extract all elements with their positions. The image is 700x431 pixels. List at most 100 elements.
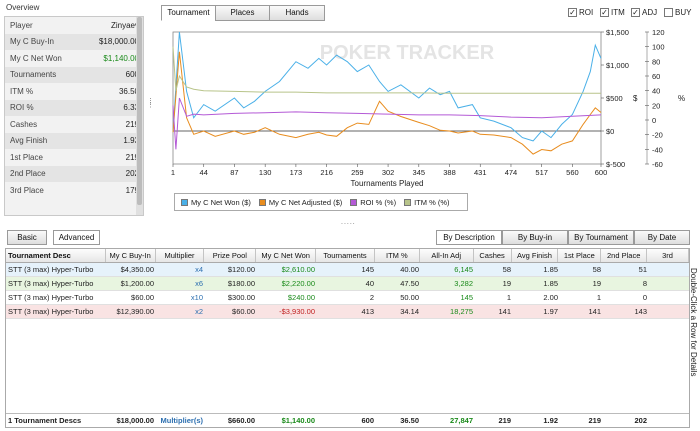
overview-row: Player Zinyaev xyxy=(5,17,143,34)
tab-by-buy-in[interactable]: By Buy-in xyxy=(502,230,568,245)
overview-row-label: ROI % xyxy=(10,103,34,113)
table-cell: 1 xyxy=(596,293,601,302)
table-row[interactable]: STT (3 max) Hyper-Turbo $1,200.00 x6 $180.0… xyxy=(6,277,689,291)
tab-by-description[interactable]: By Description xyxy=(436,230,502,245)
y-right-axis-label: % xyxy=(678,94,685,103)
legend-item: My C Net Adjusted ($) xyxy=(258,198,342,207)
itm-checkbox[interactable]: ✓ ITM xyxy=(600,8,625,17)
overview-row: 2nd Place 202 xyxy=(5,165,143,182)
table-row[interactable]: STT (3 max) Hyper-Turbo $12,390.00 x2 $60.0… xyxy=(6,305,689,319)
y-right-tick-label: -60 xyxy=(652,160,663,169)
table-row[interactable]: STT (3 max) Hyper-Turbo $60.00 x10 $300.00 $… xyxy=(6,291,689,305)
x-tick-label: 44 xyxy=(200,168,208,177)
row-details-hint-text: Double-Click a Row for Details xyxy=(689,268,698,377)
x-tick-label: 173 xyxy=(290,168,303,177)
net-won-line xyxy=(172,31,602,142)
legend-label: My C Net Won ($) xyxy=(191,197,251,207)
tab-basic[interactable]: Basic xyxy=(7,230,47,245)
table-cell: STT (3 max) Hyper-Turbo xyxy=(8,265,94,274)
legend-swatch xyxy=(258,198,266,206)
table-cell: $1,200.00 xyxy=(120,279,154,288)
y-right-tick-label: 80 xyxy=(652,57,660,66)
tab-advanced[interactable]: Advanced xyxy=(53,230,100,245)
table-cell: $300.00 xyxy=(227,293,255,302)
overview-row-value: 219 xyxy=(125,119,139,129)
tab-places[interactable]: Places xyxy=(215,5,270,21)
table-cell: 2.00 xyxy=(543,293,558,302)
legend-label: ITM % (%) xyxy=(414,197,450,207)
table-cell: 40.00 xyxy=(400,265,419,274)
table-cell: 1.85 xyxy=(543,279,558,288)
chart-watermark: POKER TRACKER xyxy=(320,42,495,64)
adj-check-box[interactable]: ✓ xyxy=(631,8,640,17)
table-cell: 143 xyxy=(634,307,647,316)
column-header[interactable]: 2nd Place xyxy=(601,249,648,262)
footer-cell: 202 xyxy=(634,416,647,425)
table-cell: 19 xyxy=(592,279,601,288)
legend-item: ROI % (%) xyxy=(350,198,396,207)
column-header[interactable]: Avg Finish xyxy=(512,249,559,262)
overview-row-label: My C Buy-In xyxy=(10,37,55,47)
footer-cell: $660.00 xyxy=(227,416,255,425)
tab-by-tournament[interactable]: By Tournament xyxy=(568,230,634,245)
plot-area xyxy=(172,31,602,165)
y-left-tick-label: $-500 xyxy=(606,160,625,169)
horizontal-splitter-handle[interactable]: ..... xyxy=(341,219,356,226)
itm-check-box[interactable]: ✓ xyxy=(600,8,609,17)
table-cell: 19 xyxy=(502,279,511,288)
adj-checkbox[interactable]: ✓ ADJ xyxy=(631,8,657,17)
tab-by-date[interactable]: By Date xyxy=(634,230,690,245)
table-cell: 8 xyxy=(642,279,647,288)
column-header[interactable]: 1st Place xyxy=(558,249,602,262)
column-header[interactable]: Cashes xyxy=(474,249,512,262)
column-header[interactable]: Prize Pool xyxy=(204,249,257,262)
column-header[interactable]: Multiplier xyxy=(156,249,205,262)
column-header[interactable]: All-In Adj xyxy=(420,249,474,262)
column-header[interactable]: My C Net Won xyxy=(256,249,317,262)
overview-scrollbar-thumb[interactable] xyxy=(137,17,142,205)
table-cell: 18,275 xyxy=(450,307,473,316)
table-cell: 145 xyxy=(361,265,374,274)
footer-cell: 219 xyxy=(498,416,511,425)
legend-swatch xyxy=(350,198,358,206)
table-cell: 50.00 xyxy=(400,293,419,302)
table-cell: $12,390.00 xyxy=(116,307,154,316)
overview-row: Tournaments 600 xyxy=(5,66,143,83)
table-header-row: Tournament Desc My C Buy-In Multiplier Priz… xyxy=(6,249,689,263)
table-cell: 34.14 xyxy=(400,307,419,316)
roi-check-box[interactable]: ✓ xyxy=(568,8,577,17)
y-right-tick-label: 20 xyxy=(652,101,660,110)
table-cell: 47.50 xyxy=(400,279,419,288)
column-header[interactable]: Tournament Desc xyxy=(6,249,106,262)
column-header[interactable]: ITM % xyxy=(375,249,420,262)
overview-row: My C Buy-In $18,000.00 xyxy=(5,33,143,50)
overview-row: Cashes 219 xyxy=(5,116,143,133)
table-cell: 1 xyxy=(506,293,511,302)
table-row[interactable]: STT (3 max) Hyper-Turbo $4,350.00 x4 $120.0… xyxy=(6,263,689,277)
buy-check-box[interactable] xyxy=(664,8,673,17)
tournament-table: Tournament Desc My C Buy-In Multiplier Priz… xyxy=(5,248,690,428)
table-cell: 1.97 xyxy=(543,307,558,316)
column-header[interactable]: Tournaments xyxy=(316,249,375,262)
x-tick-label: 600 xyxy=(595,168,608,177)
table-footer-row: 1 Tournament Descs $18,000.00 Multiplier(s… xyxy=(6,413,689,427)
column-header[interactable]: My C Buy-In xyxy=(106,249,156,262)
table-cell: 1.85 xyxy=(543,265,558,274)
tab-hands[interactable]: Hands xyxy=(269,5,325,21)
vertical-splitter-handle[interactable]: ⋮ ⋮ xyxy=(147,98,154,109)
table-cell: 2 xyxy=(369,293,374,302)
y-left-tick-label: $1,500 xyxy=(606,28,629,37)
table-cell: 40 xyxy=(365,279,374,288)
roi-checkbox[interactable]: ✓ ROI xyxy=(568,8,593,17)
legend-item: ITM % (%) xyxy=(404,197,450,207)
footer-cell: 219 xyxy=(588,416,601,425)
column-header[interactable]: 3rd xyxy=(647,249,689,262)
tab-tournament[interactable]: Tournament xyxy=(161,5,216,21)
footer-cell: 27,847 xyxy=(450,416,473,425)
table-cell: 51 xyxy=(638,265,647,274)
roi-checkbox-label: ROI xyxy=(579,8,594,17)
x-tick-label: 259 xyxy=(351,168,364,177)
y-right-tick-label: 0 xyxy=(652,116,656,125)
y-right-tick-label: 100 xyxy=(652,43,665,52)
buy-checkbox[interactable]: BUY xyxy=(664,8,691,17)
